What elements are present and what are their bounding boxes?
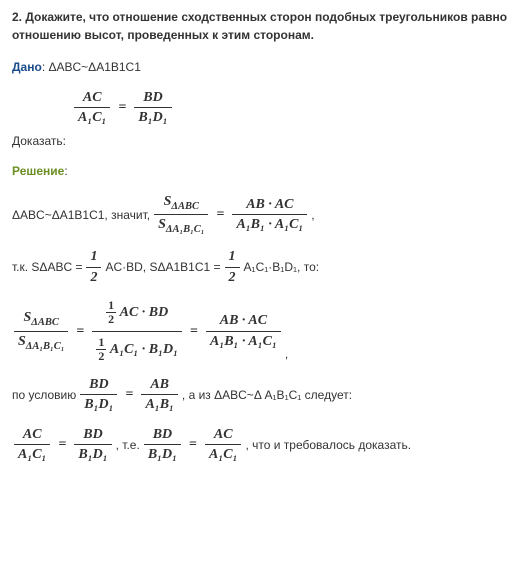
equals-sign: = [54,434,70,455]
rhs-frac: AB · AC A₁B₁ · A₁C₁ [206,313,281,349]
dano-section: Дано: ΔABC~ΔA1B1C1 [12,58,517,76]
problem-statement: 2. Докажите, что отношение сходственных … [12,8,517,44]
solution-line-5: AC A₁C₁ = BD B₁D₁ , т.е. BD B₁D₁ = AC A₁… [12,427,517,463]
frac-den: B₁D₁ [80,395,117,412]
frac-num: BD [80,377,117,395]
frac-num: 1 [225,249,240,267]
equals-sign: = [72,321,88,342]
prove-frac-1: AC A₁C₁ [74,90,110,126]
line2-mid: AC·BD, SΔA1B1C1 = [105,258,220,276]
resh-colon: : [64,164,67,178]
problem-text: Докажите, что отношение сходственных сто… [12,10,507,42]
half-frac-1: 1 2 [86,249,101,285]
solution-line-1: ΔABC~ΔA1B1C1, значит, SΔABC SΔA₁B₁C₁ = A… [12,194,517,236]
solution-line-2: т.к. SΔABC = 1 2 AC·BD, SΔA1B1C1 = 1 2 A… [12,249,517,285]
frac-num: AB · AC [206,313,281,331]
ac-frac-1: AC A₁C₁ [14,427,50,463]
bd-frac: BD B₁D₁ [80,377,117,413]
ab-frac: AB A₁B₁ [141,377,177,413]
equals-sign: = [121,384,137,405]
frac-num: SΔABC [14,310,68,331]
frac-den: B₁D₁ [144,445,181,462]
frac-den: SΔA₁B₁C₁ [14,332,68,352]
te-label: , т.е. [116,436,140,454]
frac-num: BD [134,90,171,108]
dano-given: ΔABC~ΔA1B1C1 [48,60,140,74]
line2-end: A₁C₁·B₁D₁, то: [244,258,320,276]
line2-pre: т.к. SΔABC = [12,258,82,276]
prove-section: Доказать: [12,132,517,150]
frac-den: A₁B₁ · A₁C₁ [232,215,307,232]
ab-ac-frac: AB · AC A₁B₁ · A₁C₁ [232,197,307,233]
s-ratio-frac-2: SΔABC SΔA₁B₁C₁ [14,310,68,352]
equals-sign: = [186,321,202,342]
compound-frac: 12 AC · BD 12 A₁C₁ · B₁D₁ [92,299,182,363]
frac-num: AC [74,90,110,108]
frac-den: B₁D₁ [134,108,171,125]
frac-num: BD [74,427,111,445]
line1-pre: ΔABC~ΔA1B1C1, значит, [12,206,150,224]
dano-label: Дано [12,60,42,74]
frac-den: A₁C₁ [74,108,110,125]
frac-den: 2 [86,268,101,285]
ac-frac-2: AC A₁C₁ [205,427,241,463]
prove-frac-2: BD B₁D₁ [134,90,171,126]
half-frac-2: 1 2 [225,249,240,285]
resh-label: Решение [12,164,64,178]
comma: , [285,345,288,363]
cond-tail: , а из ΔABC~Δ A₁B₁C₁ следует: [182,386,352,404]
frac-den: B₁D₁ [74,445,111,462]
frac-num: 1 [86,249,101,267]
cond-label: по условию [12,386,76,404]
frac-den: 2 [225,268,240,285]
equals-sign: = [212,204,228,225]
frac-den: A₁B₁ · A₁C₁ [206,332,281,349]
frac-den: A₁C₁ [205,445,241,462]
solution-line-4: по условию BD B₁D₁ = AB A₁B₁ , а из ΔABC… [12,377,517,413]
prove-formula-display: AC A₁C₁ = BD B₁D₁ [12,90,517,126]
frac-num: SΔABC [154,194,208,215]
frac-num: AB [141,377,177,395]
frac-num: BD [144,427,181,445]
frac-num: AB · AC [232,197,307,215]
equals-sign: = [114,97,130,118]
frac-den: A₁B₁ [141,395,177,412]
frac-den: A₁C₁ [14,445,50,462]
frac-den: SΔA₁B₁C₁ [154,215,208,235]
resh-label-section: Решение: [12,162,517,180]
frac-num: AC [205,427,241,445]
qed-text: , что и требовалось доказать. [245,436,411,454]
solution-line-3: SΔABC SΔA₁B₁C₁ = 12 AC · BD 12 A₁C₁ · B₁… [12,299,517,363]
prove-label: Доказать: [12,134,66,148]
comma: , [311,206,314,224]
frac-den: 12 A₁C₁ · B₁D₁ [92,332,182,363]
equals-sign: = [185,434,201,455]
bd-frac-3: BD B₁D₁ [144,427,181,463]
frac-num: AC [14,427,50,445]
problem-number: 2. [12,10,22,24]
bd-frac-2: BD B₁D₁ [74,427,111,463]
s-ratio-frac: SΔABC SΔA₁B₁C₁ [154,194,208,236]
frac-num: 12 AC · BD [92,299,182,331]
